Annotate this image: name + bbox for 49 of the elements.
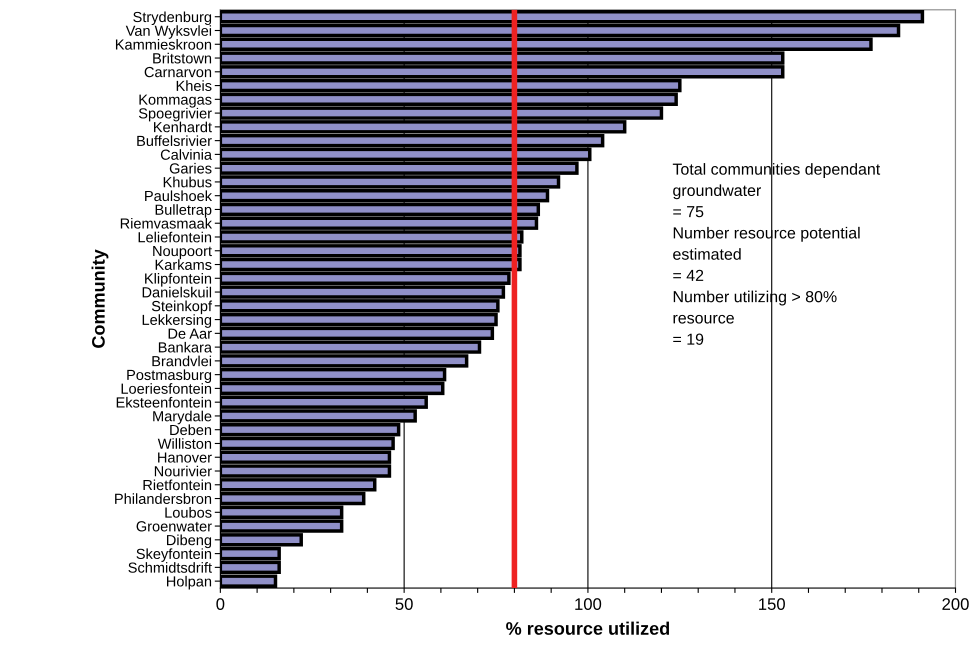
y-tick-label: Loeriesfontein	[122, 383, 212, 394]
y-tick-label: Williston	[158, 438, 212, 449]
y-tick-label: Kheis	[176, 80, 212, 91]
y-tick-label: Schmidtsdrift	[128, 562, 212, 573]
y-tick-label: Postmasburg	[127, 369, 212, 383]
y-tick-label: Khubus	[164, 176, 212, 188]
x-tick-label: 0	[216, 598, 224, 610]
y-tick-label: Spoegrivier	[138, 108, 212, 122]
x-tick-label: 150	[759, 598, 785, 610]
y-tick-label: Leliefontein	[138, 232, 212, 242]
y-tick-label: Lekkersing	[142, 314, 212, 328]
x-axis-title: % resource utilized	[506, 622, 670, 635]
y-axis-title: Community	[92, 249, 108, 348]
y-tick-label: Loubos	[165, 507, 212, 518]
y-tick-label: Eksteenfontein	[116, 396, 212, 408]
y-tick-label: Kenhardt	[154, 122, 212, 132]
y-tick-label: De Aar	[168, 328, 212, 339]
x-tick-label: 200	[942, 598, 969, 610]
y-tick-label: Philandersbron	[115, 493, 212, 504]
y-tick-label: Klipfontein	[145, 273, 212, 287]
y-tick-label: Nourivier	[154, 466, 212, 476]
y-tick-label: Deben	[170, 424, 212, 436]
y-tick-label: Steinkopf	[152, 300, 212, 314]
y-tick-label: Dibeng	[167, 534, 212, 548]
y-tick-label: Buffelsrivier	[137, 135, 212, 146]
y-tick-label: Brandvlei	[152, 356, 212, 366]
y-tick-label: Paulshoek	[145, 190, 212, 202]
y-tick-label: Noupoort	[153, 246, 212, 260]
y-tick-label: Strydenburg	[133, 11, 212, 26]
y-tick-label: Kommagas	[139, 94, 212, 108]
y-tick-label: Carnarvon	[144, 66, 212, 78]
y-tick-label: Hanover	[158, 452, 212, 463]
y-tick-label: Kammieskroon	[116, 38, 212, 50]
y-tick-label: Garies	[170, 162, 212, 174]
y-tick-label: Karkams	[156, 259, 212, 270]
y-tick-label: Rietfontein	[144, 479, 212, 490]
y-tick-label: Riemvasmaak	[120, 218, 212, 229]
y-tick-label: Britstown	[153, 52, 212, 64]
y-tick-label: Bulletrap	[156, 204, 212, 218]
y-tick-label: Skeyfontein	[136, 548, 212, 562]
y-tick-label: Calvinia	[160, 149, 212, 160]
y-tick-label: Marydale	[153, 410, 212, 424]
y-tick-label: Danielskuil	[142, 286, 212, 298]
y-tick-label: Van Wyksvlei	[126, 25, 212, 39]
y-tick-label: Holpan	[167, 576, 212, 590]
x-tick-label: 100	[575, 598, 602, 610]
y-tick-label: Bankara	[158, 342, 212, 353]
x-tick-label: 50	[396, 598, 413, 610]
y-tick-label: Groenwater	[136, 521, 212, 532]
